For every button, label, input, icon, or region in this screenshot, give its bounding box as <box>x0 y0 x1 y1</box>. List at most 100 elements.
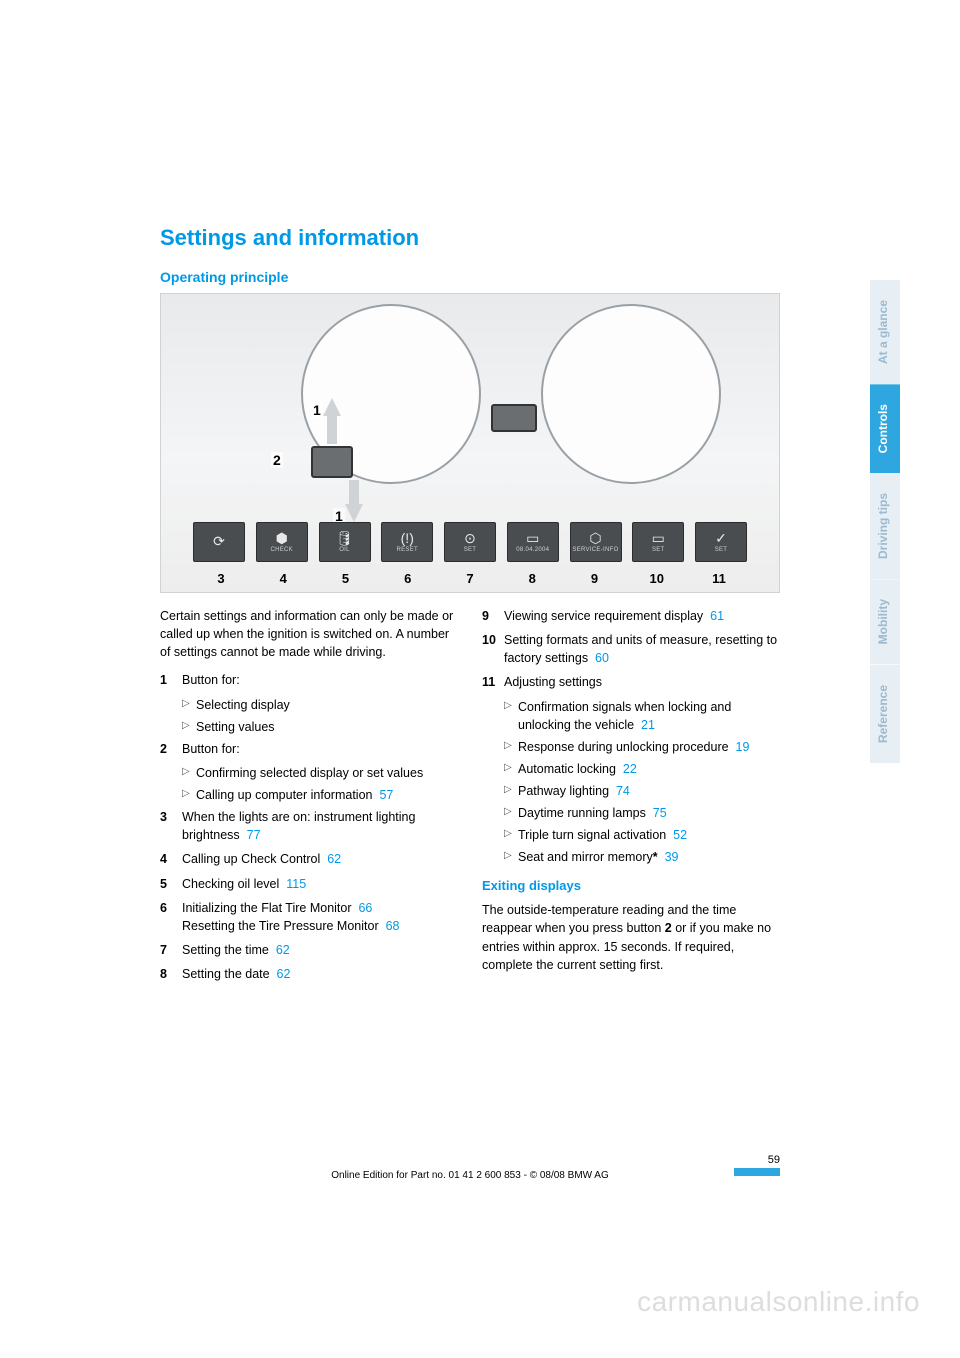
side-tabs: At a glanceControlsDriving tipsMobilityR… <box>870 280 900 763</box>
sub-item-text: Seat and mirror memory* 39 <box>518 848 780 866</box>
exiting-heading: Exiting displays <box>482 877 780 896</box>
page-link[interactable]: 52 <box>673 828 687 842</box>
triangle-bullet-icon: ▷ <box>504 804 518 822</box>
sub-item-text: Triple turn signal activation 52 <box>518 826 780 844</box>
page-link[interactable]: 66 <box>358 901 372 915</box>
bold-button-ref: 2 <box>665 921 672 935</box>
arrow-down-stem <box>349 480 359 506</box>
list-item-number: 2 <box>160 740 182 758</box>
page-link[interactable]: 115 <box>286 877 306 891</box>
right-list: 9Viewing service requirement display 61 1… <box>482 607 780 867</box>
side-tab-reference[interactable]: Reference <box>870 665 900 763</box>
figure-number: 11 <box>709 571 729 586</box>
page-link[interactable]: 57 <box>379 788 393 802</box>
page-number-bar <box>734 1168 780 1176</box>
arrow-up-icon <box>323 398 341 416</box>
sub-item-text: Confirming selected display or set value… <box>196 764 458 782</box>
page-link[interactable]: 60 <box>595 651 609 665</box>
page-link[interactable]: 21 <box>641 718 655 732</box>
page-link[interactable]: 61 <box>710 609 724 623</box>
display-icon: ⊙ SET <box>444 522 496 562</box>
page-link[interactable]: 62 <box>327 852 341 866</box>
list-item-number: 7 <box>160 941 182 959</box>
star-icon: * <box>653 850 658 864</box>
list-item: 1Button for: <box>160 671 458 689</box>
list-item-number: 11 <box>482 673 504 691</box>
sub-item: ▷Confirming selected display or set valu… <box>182 764 458 782</box>
page-link[interactable]: 39 <box>665 850 679 864</box>
intro-paragraph: Certain settings and information can onl… <box>160 607 458 661</box>
sub-item-text: Setting values <box>196 718 458 736</box>
sub-item: ▷Confirmation signals when locking and u… <box>504 698 780 734</box>
figure-number: 9 <box>585 571 605 586</box>
side-tab-at-a-glance[interactable]: At a glance <box>870 280 900 384</box>
triangle-bullet-icon: ▷ <box>504 738 518 756</box>
sub-item: ▷Response during unlocking procedure 19 <box>504 738 780 756</box>
triangle-bullet-icon: ▷ <box>182 786 196 804</box>
list-item-text: When the lights are on: instrument light… <box>182 808 458 844</box>
page-link[interactable]: 22 <box>623 762 637 776</box>
number-row: 34567891011 <box>161 571 779 586</box>
callout-2: 2 <box>271 452 283 468</box>
sub-item-text: Pathway lighting 74 <box>518 782 780 800</box>
display-icon-symbol: 🛢 <box>336 531 354 545</box>
footer-line: Online Edition for Part no. 01 41 2 600 … <box>331 1170 609 1181</box>
exiting-text: The outside-temperature reading and the … <box>482 901 780 974</box>
side-tab-driving-tips[interactable]: Driving tips <box>870 473 900 579</box>
display-icon-label: SERVICE-INFO <box>572 547 618 553</box>
triangle-bullet-icon: ▷ <box>504 698 518 734</box>
sub-item-text: Automatic locking 22 <box>518 760 780 778</box>
page-title: Settings and information <box>160 225 780 251</box>
display-icon-label: RESET <box>396 547 418 553</box>
sub-item-text: Response during unlocking procedure 19 <box>518 738 780 756</box>
list-item-text: Adjusting settings <box>504 673 780 691</box>
left-column: Certain settings and information can onl… <box>160 607 458 989</box>
sub-item-text: Confirmation signals when locking and un… <box>518 698 780 734</box>
figure-number: 3 <box>211 571 231 586</box>
sub-item-text: Selecting display <box>196 696 458 714</box>
display-icon-symbol: (!) <box>401 531 414 545</box>
page-link[interactable]: 62 <box>276 943 290 957</box>
page-link[interactable]: 68 <box>386 919 400 933</box>
sub-item: ▷Selecting display <box>182 696 458 714</box>
list-item: 2Button for: <box>160 740 458 758</box>
display-icon-symbol: ▭ <box>526 531 539 545</box>
list-item: 7Setting the time 62 <box>160 941 458 959</box>
sub-item-text: Calling up computer information 57 <box>196 786 458 804</box>
display-icon-label: SET <box>464 547 477 553</box>
gauge-right <box>541 304 721 484</box>
side-tab-controls[interactable]: Controls <box>870 384 900 473</box>
triangle-bullet-icon: ▷ <box>504 826 518 844</box>
display-icon: ▭SET <box>632 522 684 562</box>
subheading: Operating principle <box>160 269 780 285</box>
page-link[interactable]: 62 <box>277 967 291 981</box>
body-columns: Certain settings and information can onl… <box>160 607 780 989</box>
icon-row: ⟳⬢CHECK🛢OIL(!)RESET⊙SET▭08.04.2004⬡SERVI… <box>161 522 779 562</box>
display-icon-label: CHECK <box>270 547 293 553</box>
triangle-bullet-icon: ▷ <box>182 718 196 736</box>
page-link[interactable]: 19 <box>736 740 750 754</box>
display-icon-label: SET <box>715 547 728 553</box>
figure-number: 4 <box>273 571 293 586</box>
page-link[interactable]: 74 <box>616 784 630 798</box>
display-icon-symbol: ⊙ <box>464 531 476 545</box>
sub-item: ▷Calling up computer information 57 <box>182 786 458 804</box>
center-display <box>491 404 537 432</box>
page-number: 59 <box>754 1154 780 1168</box>
figure-number: 7 <box>460 571 480 586</box>
list-item: 9Viewing service requirement display 61 <box>482 607 780 625</box>
list-item-number: 9 <box>482 607 504 625</box>
page-link[interactable]: 75 <box>653 806 667 820</box>
dashboard-figure: 1 2 1 ⟳⬢CHECK🛢OIL(!)RESET⊙SET▭08.04.2004… <box>160 293 780 593</box>
list-item-number: 6 <box>160 899 182 935</box>
list-item-text: Viewing service requirement display 61 <box>504 607 780 625</box>
page-link[interactable]: 77 <box>247 828 261 842</box>
display-icon: ✓SET <box>695 522 747 562</box>
list-item: 6Initializing the Flat Tire Monitor 66Re… <box>160 899 458 935</box>
list-item-number: 1 <box>160 671 182 689</box>
list-item-number: 4 <box>160 850 182 868</box>
list-item: 4Calling up Check Control 62 <box>160 850 458 868</box>
list-item-number: 5 <box>160 875 182 893</box>
sub-item: ▷Setting values <box>182 718 458 736</box>
side-tab-mobility[interactable]: Mobility <box>870 579 900 664</box>
